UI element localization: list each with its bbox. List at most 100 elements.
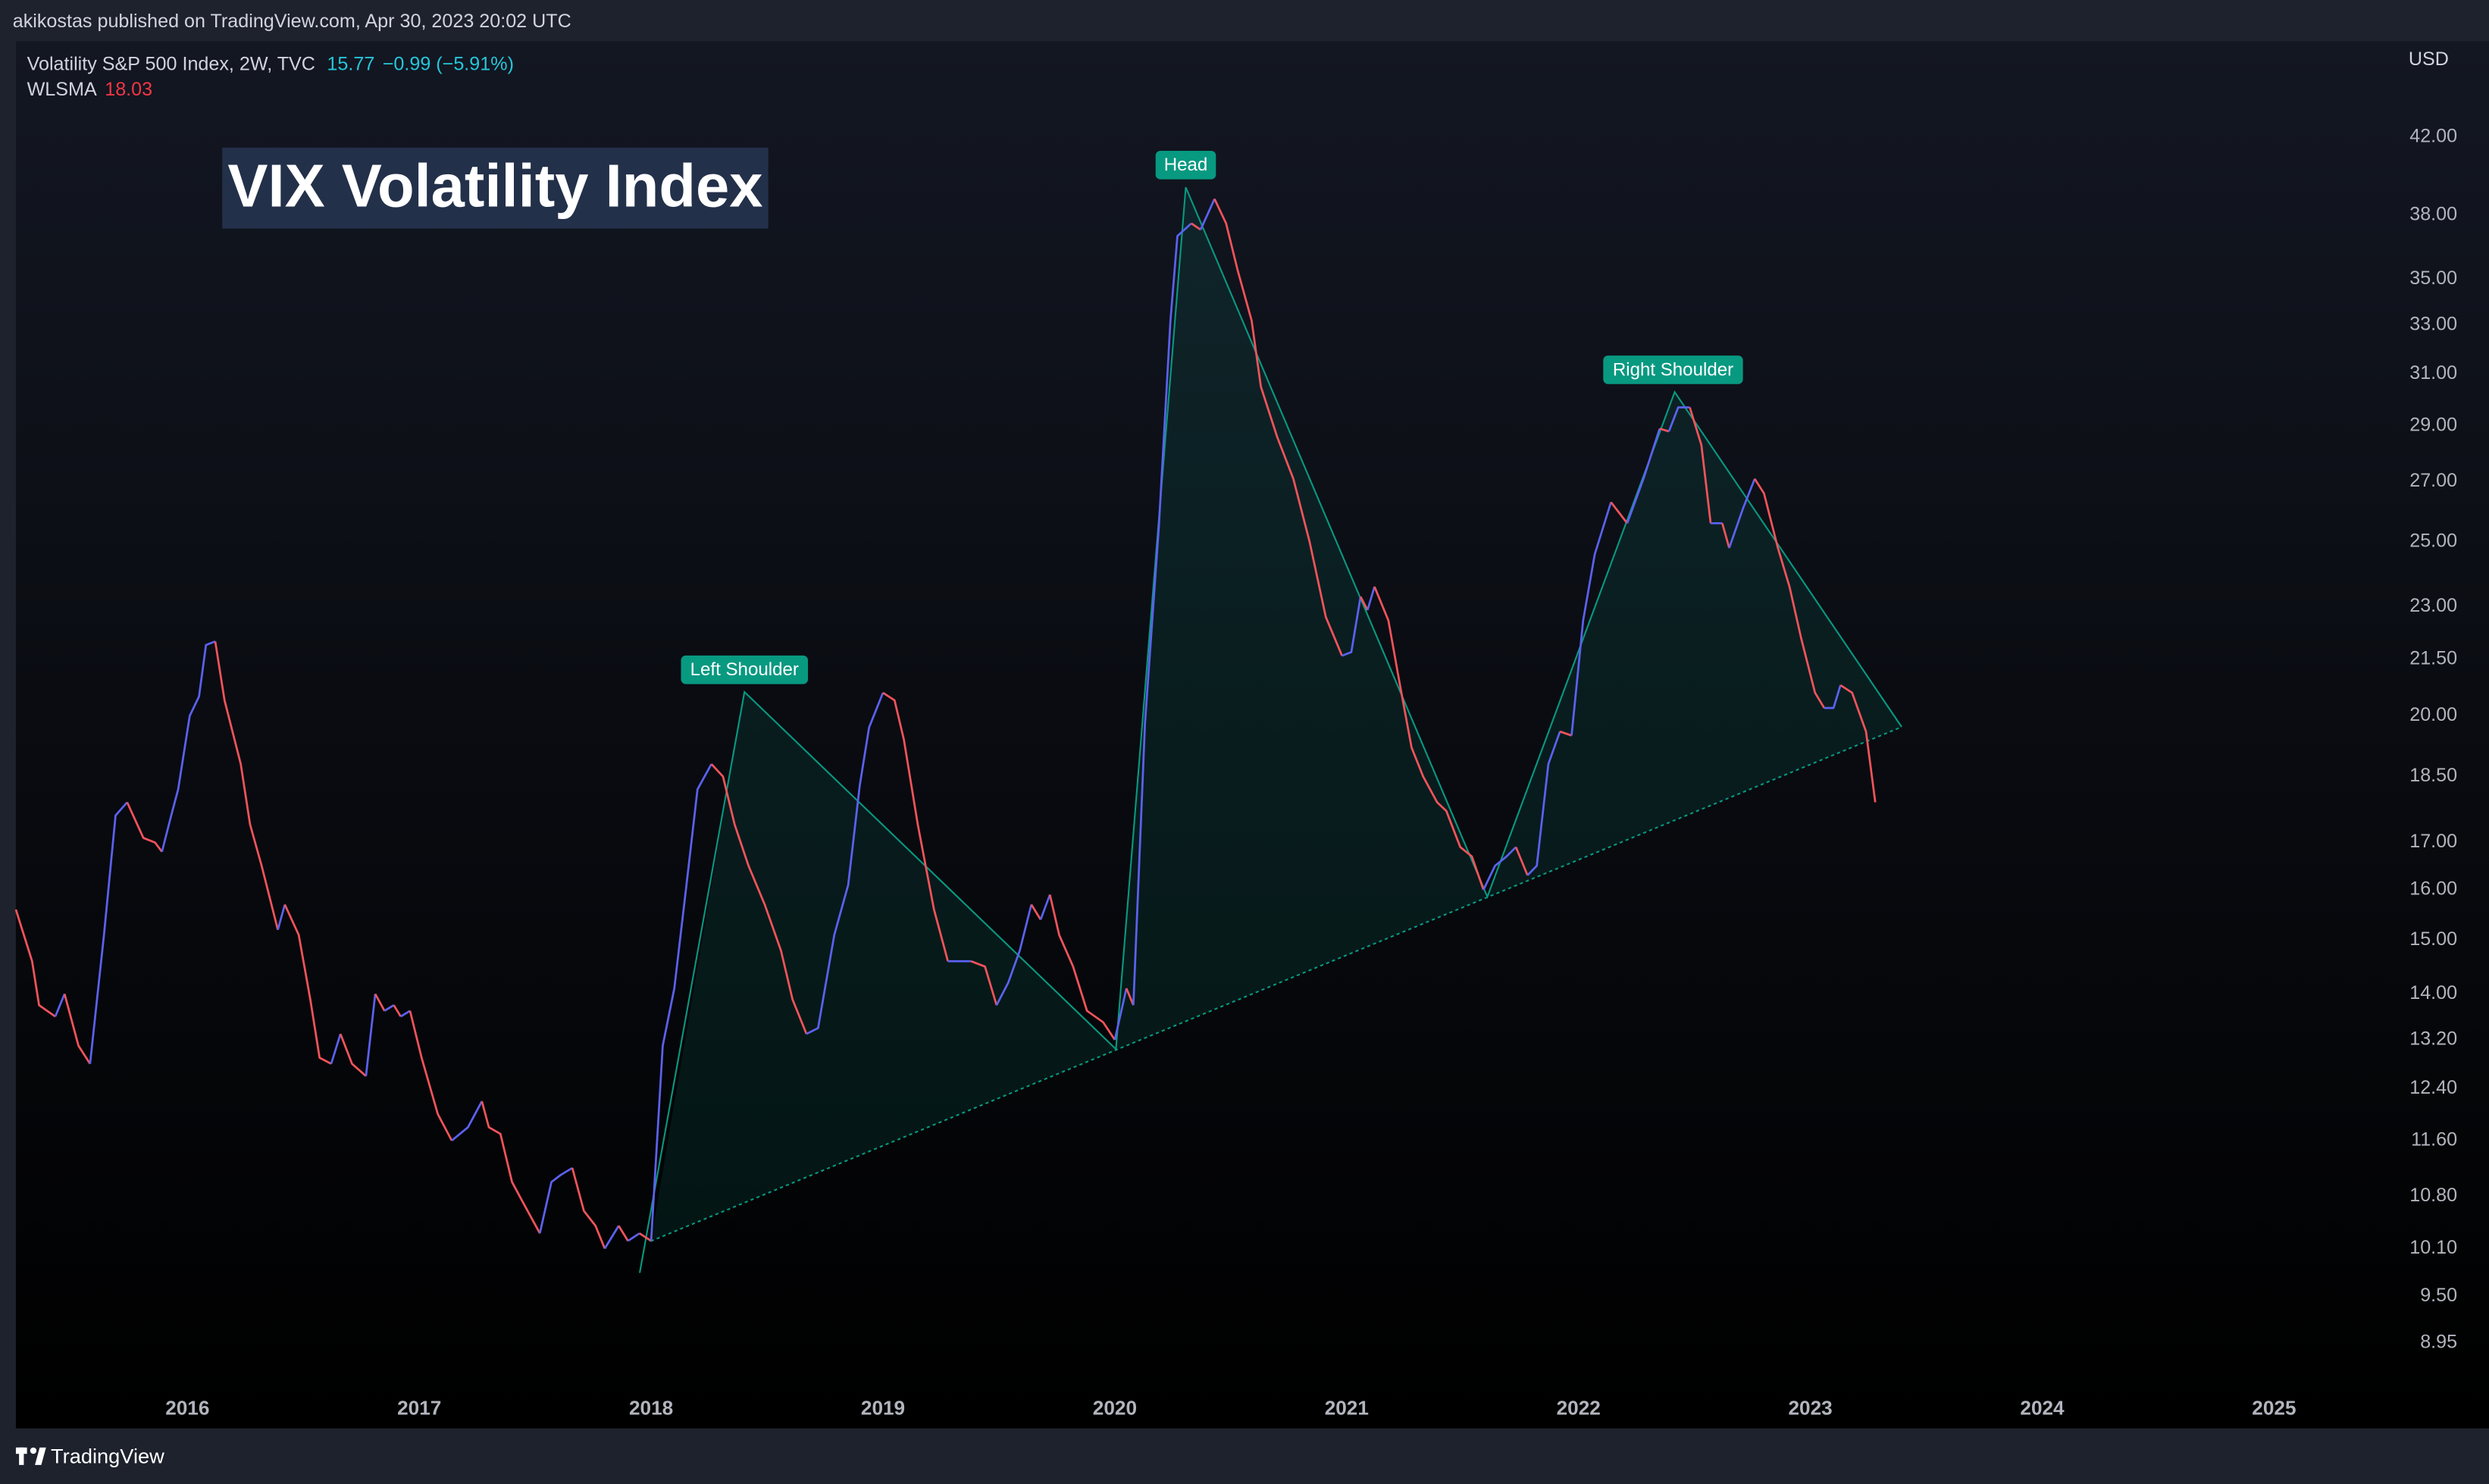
pattern-fill [650,187,1902,1241]
logo-mark [35,1447,46,1465]
y-tick-label: 12.40 [2409,1077,2457,1098]
footer-bar [0,1428,2489,1484]
series-line [384,1004,395,1012]
series-line [54,993,66,1017]
series-line [618,1225,629,1241]
series-line [1526,731,1561,876]
series-line [1839,684,1877,803]
series-line [1728,478,1756,549]
series-line [1559,730,1572,737]
annotation-box [681,655,809,684]
series-line [1667,406,1690,432]
y-tick-label: 27.00 [2409,470,2457,491]
y-tick-label: 42.00 [2409,126,2457,147]
series-line [283,903,332,1065]
series-line [1113,988,1128,1041]
series-line [1125,988,1135,1006]
series-line [1824,684,1842,709]
series-line [14,909,56,1018]
annotation-box [1155,150,1216,180]
x-tick-label: 2016 [165,1396,209,1419]
series-line [1132,222,1192,1006]
series-line [1514,847,1529,876]
series-line [1342,596,1362,657]
series-line [1659,427,1670,433]
y-tick-label: 29.00 [2409,415,2457,436]
series-line [538,1166,573,1234]
series-line [1039,894,1051,920]
head-and-shoulders-pattern [639,186,1902,1273]
series-line [63,994,91,1065]
series-line [1367,586,1376,611]
series-line [277,904,286,931]
legend-indicator: WLSMA [27,79,97,100]
pattern-line [639,186,1902,1273]
x-tick-label: 2024 [2020,1396,2065,1419]
chart-title: VIX Volatility Index [227,152,762,219]
y-tick-label: 21.50 [2409,648,2457,669]
title-box [222,147,769,229]
chart-background [15,41,2489,1429]
y-tick-label: 9.50 [2420,1285,2457,1306]
series-line [1754,478,1826,709]
y-tick-label: 20.00 [2409,704,2457,725]
x-tick-label: 2021 [1325,1396,1369,1419]
y-tick-label: 33.00 [2409,314,2457,335]
x-tick-label: 2022 [1557,1396,1601,1419]
annotation: Right Shoulder [1613,359,1733,380]
legend-change: −0.99 (−5.91%) [383,54,514,75]
series-line [882,691,949,962]
series-line [627,1232,640,1242]
annotation: Head [1164,155,1208,175]
series-line [89,801,128,1064]
x-tick-label: 2018 [629,1396,673,1419]
series-line [409,1010,453,1141]
series-line [1030,903,1042,921]
series-line [1721,522,1730,549]
y-tick-label: 15.00 [2409,928,2457,950]
footer: TradingView [0,1428,2489,1484]
series-line [639,1232,652,1242]
series-line [1191,222,1201,231]
series-line [650,763,712,1241]
series-line [603,1225,620,1250]
y-tick-label: 35.00 [2409,268,2457,289]
series-line [330,1033,342,1065]
legend-indicator-value: 18.03 [105,79,152,100]
series-line [1482,846,1517,891]
footer-brand: TradingView [51,1445,164,1468]
series-line [374,993,386,1012]
legend-symbol: Volatility S&P 500 Index, 2W, TVC [27,54,315,75]
series-line [161,640,216,853]
series-line [1610,501,1629,524]
y-tick-label: 10.80 [2409,1185,2457,1206]
annotation-box [1603,355,1743,384]
series-line [126,801,163,853]
x-tick-label: 2020 [1093,1396,1137,1419]
series-line [481,1100,541,1234]
series-line [970,960,998,1006]
series-line [400,1010,411,1018]
series-line [365,994,377,1076]
series-line [995,904,1033,1006]
series-line [1199,198,1216,230]
series-line [710,763,808,1035]
series-line [1570,502,1612,736]
y-tick-label: 13.20 [2409,1028,2457,1050]
y-tick-label: 38.00 [2409,204,2457,225]
x-tick-label: 2023 [1789,1396,1833,1419]
series-line [1213,198,1343,656]
legend-price: 15.77 [327,54,374,75]
y-tick-label: 25.00 [2409,530,2457,551]
y-unit: USD [2409,49,2449,70]
y-tick-label: 31.00 [2409,362,2457,384]
y-tick-label: 16.00 [2409,878,2457,900]
series-line [571,1167,606,1249]
series-line [1373,586,1485,891]
series-line [451,1100,483,1141]
y-tick-label: 8.95 [2420,1331,2457,1352]
x-tick-label: 2025 [2252,1396,2296,1419]
series-line [806,692,884,1035]
series-lines [14,198,1877,1250]
